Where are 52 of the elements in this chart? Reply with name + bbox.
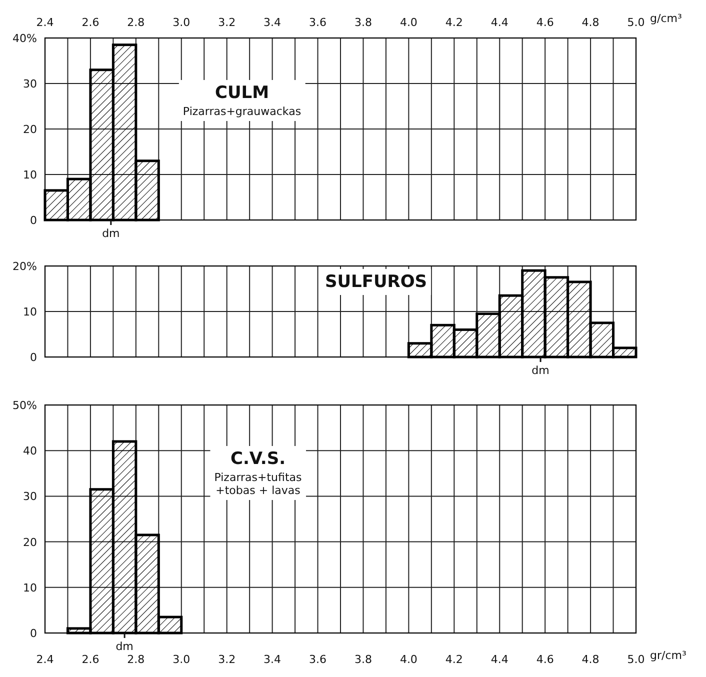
x-tick-label: 3.8 [354, 652, 372, 666]
text: CULM [214, 83, 270, 103]
x-tick-label: 4.4 [490, 16, 508, 29]
y-tick-label: 0 [30, 627, 37, 640]
x-tick-label: 3.2 [218, 16, 236, 29]
x-tick-label: 2.4 [36, 652, 54, 666]
y-tick-label: 0 [30, 214, 37, 227]
x-tick-label: 2.8 [127, 16, 145, 29]
x-tick-label: 3.4 [264, 16, 282, 29]
x-tick-label: 5.0 [627, 16, 645, 29]
y-tick-label: 10 [23, 581, 37, 594]
x-tick-label: 4.0 [400, 652, 418, 666]
x-tick-label: 3.6 [309, 16, 327, 29]
x-tick-label: 2.6 [82, 16, 100, 29]
x-tick-label: 4.2 [445, 16, 463, 29]
x-axis-title: gr/cm³ [650, 649, 686, 662]
x-tick-label: 4.6 [536, 16, 554, 29]
x-tick-label: 4.8 [582, 16, 600, 29]
y-tick-label: 10 [23, 306, 37, 318]
x-tick-label: 3.0 [172, 652, 190, 666]
y-tick-label: 40 [23, 444, 37, 458]
annotation: dm [116, 640, 134, 653]
x-tick-label: 5.0 [627, 652, 645, 666]
text: Pizarras+grauwackas [182, 105, 302, 118]
x-tick-label: 2.6 [82, 652, 100, 666]
annotation: dm [102, 227, 120, 240]
text: Pizarras+tufitas +tobas + lavas [214, 471, 302, 497]
x-axis-title: g/cm³ [650, 12, 682, 25]
y-tick-label: 20 [23, 536, 37, 549]
x-tick-label: 3.2 [218, 652, 236, 666]
x-tick-label: 4.0 [400, 16, 418, 29]
x-tick-label: 4.8 [582, 652, 600, 666]
x-tick-label: 2.8 [127, 652, 145, 666]
y-tick-label: 10 [23, 168, 37, 182]
x-tick-label: 3.0 [172, 16, 190, 29]
y-tick-label: 30 [23, 490, 37, 504]
x-tick-label: 3.4 [264, 652, 282, 666]
x-tick-label: 4.2 [445, 652, 463, 666]
annotation: dm [532, 364, 550, 377]
y-tick-label: 20% [12, 260, 37, 273]
y-tick-label: 30 [23, 78, 37, 90]
y-tick-label: 40% [12, 32, 37, 45]
chart-title: SULFUROS [324, 272, 428, 292]
y-tick-label: 20 [23, 123, 37, 136]
x-tick-label: 4.4 [490, 652, 508, 666]
y-tick-label: 0 [30, 351, 37, 364]
y-tick-label: 50% [12, 399, 37, 412]
x-tick-label: 3.6 [309, 652, 327, 666]
text: C.V.S. [230, 449, 286, 469]
x-tick-label: 3.8 [354, 16, 372, 29]
x-tick-label: 4.6 [536, 652, 554, 666]
x-tick-label: 2.4 [36, 16, 54, 29]
